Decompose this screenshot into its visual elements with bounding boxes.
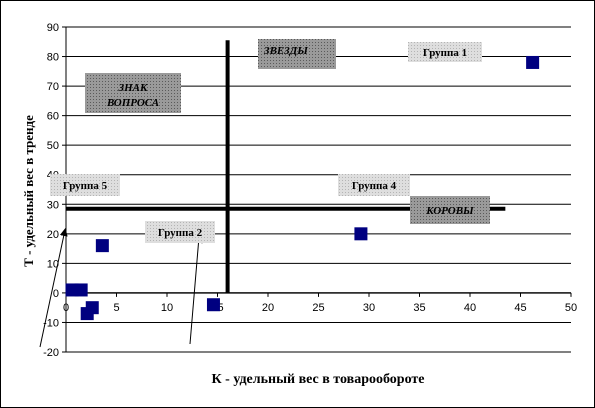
x-tick-label-9: 45 [514,302,526,314]
label-group-5: Группа 5 [50,174,120,196]
x-tick-labels: 05101520253035404550 [63,292,577,314]
y-tick-label-3: 10 [47,258,59,270]
data-points [65,55,540,321]
x-tick-label-7: 35 [413,302,425,314]
y-tick-label-5: 30 [47,199,59,211]
y-tick-label-7: 50 [47,140,59,152]
x-axis-title: К - удельный вес в товарообороте [212,372,425,387]
x-tick-label-2: 10 [161,302,173,314]
label-group-1: Группа 1 [408,42,482,62]
data-point-7 [206,298,220,312]
x-tick-label-6: 30 [363,302,375,314]
label-stars: ЗВЕЗДЫ [258,39,336,69]
label-group-2: Группа 2 [145,221,215,243]
y-tick-label-2: 0 [53,288,59,300]
data-point-4 [74,283,88,297]
x-tick-label-4: 20 [262,302,274,314]
annotation-arrow-left [39,228,68,348]
y-tick-label-4: 20 [47,229,59,241]
label-question-mark: ЗНАК ВОПРОСА [85,73,181,113]
x-tick-label-1: 5 [113,302,119,314]
data-point-2 [95,239,109,253]
svg-text:ВОПРОСА: ВОПРОСА [106,97,159,109]
y-tick-label-8: 60 [47,111,59,123]
y-tick-label-9: 70 [47,81,59,93]
y-tick-label-1: -10 [43,317,59,329]
svg-text:ЗВЕЗДЫ: ЗВЕЗДЫ [263,45,308,57]
label-group-4: Группа 4 [338,174,410,196]
x-tick-label-8: 40 [464,302,476,314]
data-point-6 [80,307,94,321]
y-tick-label-11: 90 [47,22,59,34]
svg-text:Группа 1: Группа 1 [423,47,467,59]
y-tick-label-10: 80 [47,52,59,64]
svg-text:Группа 4: Группа 4 [352,180,397,192]
label-cows: КОРОВЫ [410,196,490,224]
svg-text:Группа 2: Группа 2 [158,227,203,239]
x-tick-label-10: 50 [565,302,577,314]
x-tick-label-0: 0 [63,302,69,314]
svg-text:ЗНАК: ЗНАК [118,82,148,94]
svg-text:Группа 5: Группа 5 [63,180,108,192]
data-point-0 [526,55,540,69]
data-point-1 [354,227,368,241]
x-tick-label-5: 25 [312,302,324,314]
y-axis-title: Т - удельный вес в тренде [21,115,36,267]
y-tick-label-0: -20 [43,347,59,359]
annotation-arrow-right [189,235,203,345]
svg-text:КОРОВЫ: КОРОВЫ [425,205,474,217]
